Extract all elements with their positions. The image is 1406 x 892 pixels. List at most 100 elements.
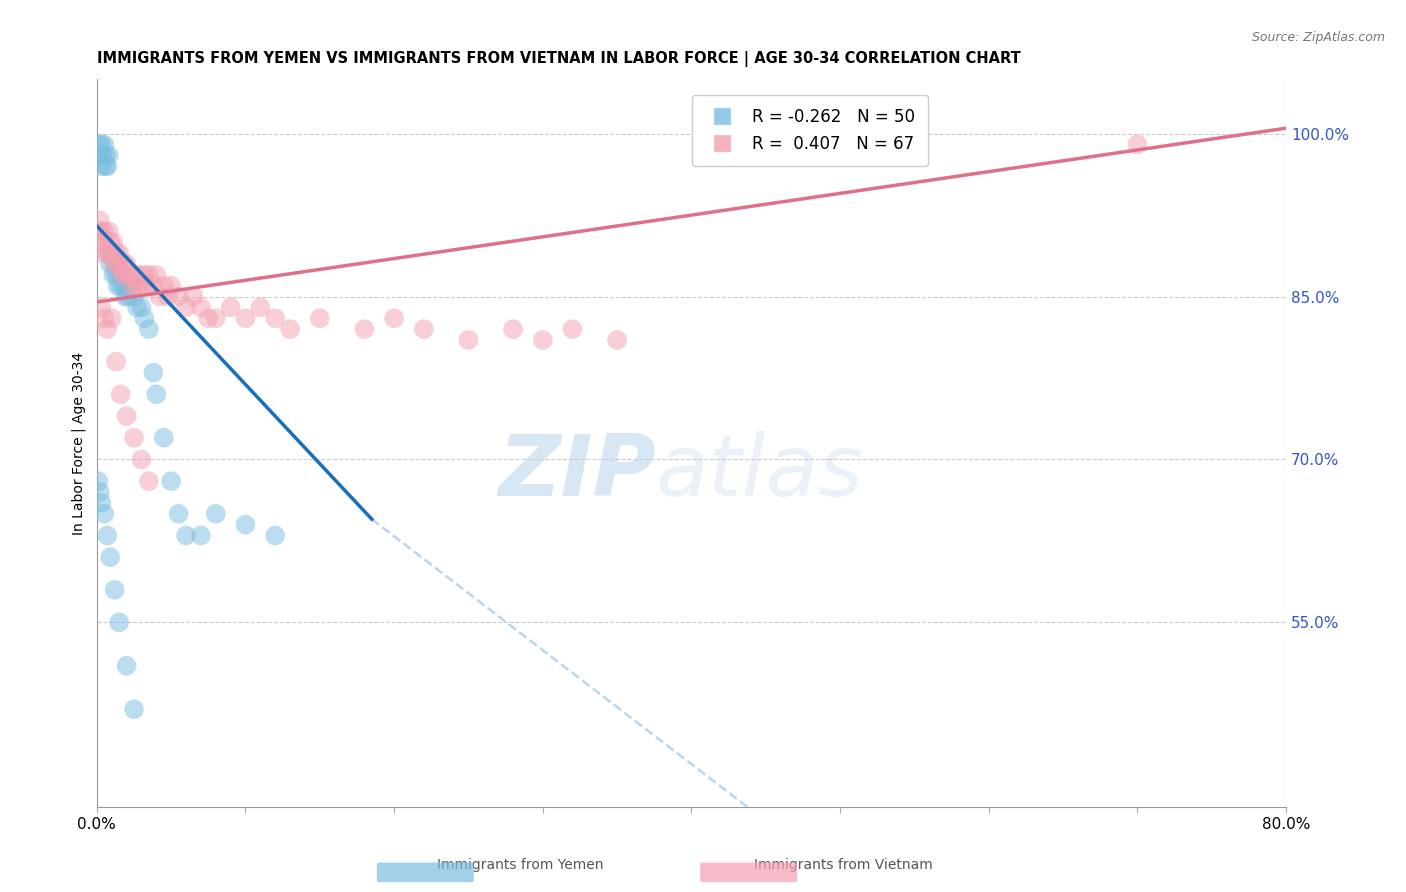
Point	[122, 268, 145, 282]
Point	[121, 278, 143, 293]
Point	[160, 474, 183, 488]
Point	[112, 257, 135, 271]
Point	[183, 289, 205, 303]
Point	[235, 517, 257, 532]
Point	[122, 702, 145, 716]
Point	[89, 213, 111, 227]
Point	[118, 268, 141, 282]
Y-axis label: In Labor Force | Age 30-34: In Labor Force | Age 30-34	[72, 351, 86, 534]
Point	[91, 235, 114, 250]
Point	[264, 311, 287, 326]
Point	[412, 322, 434, 336]
Point	[204, 507, 226, 521]
Point	[111, 268, 134, 282]
Point	[94, 148, 117, 162]
Point	[110, 257, 132, 271]
Point	[87, 224, 110, 238]
Point	[96, 322, 118, 336]
Point	[90, 137, 112, 152]
Point	[108, 615, 131, 630]
Point	[89, 485, 111, 500]
Point	[114, 289, 136, 303]
Point	[131, 452, 153, 467]
Point	[94, 235, 117, 250]
Point	[107, 257, 129, 271]
Point	[457, 333, 479, 347]
Point	[167, 289, 190, 303]
Point	[204, 311, 226, 326]
Point	[1126, 137, 1149, 152]
Point	[108, 268, 131, 282]
Point	[108, 246, 131, 260]
Point	[118, 278, 141, 293]
Point	[145, 387, 167, 401]
Point	[87, 474, 110, 488]
Point	[382, 311, 405, 326]
Point	[131, 278, 153, 293]
Point	[115, 278, 138, 293]
Point	[93, 507, 115, 521]
Point	[105, 246, 128, 260]
Point	[167, 507, 190, 521]
Point	[96, 246, 118, 260]
Point	[138, 268, 160, 282]
Point	[531, 333, 554, 347]
Point	[152, 278, 174, 293]
Point	[93, 137, 115, 152]
Text: IMMIGRANTS FROM YEMEN VS IMMIGRANTS FROM VIETNAM IN LABOR FORCE | AGE 30-34 CORR: IMMIGRANTS FROM YEMEN VS IMMIGRANTS FROM…	[97, 51, 1021, 67]
Point	[104, 582, 127, 597]
Text: Immigrants from Vietnam: Immigrants from Vietnam	[754, 858, 934, 872]
Point	[152, 431, 174, 445]
Point	[93, 311, 115, 326]
Point	[97, 246, 120, 260]
Text: Immigrants from Yemen: Immigrants from Yemen	[437, 858, 603, 872]
Text: Source: ZipAtlas.com: Source: ZipAtlas.com	[1251, 31, 1385, 45]
Point	[100, 246, 122, 260]
Point	[148, 289, 170, 303]
Point	[89, 148, 111, 162]
Point	[278, 322, 301, 336]
Point	[134, 268, 156, 282]
Point	[115, 257, 138, 271]
Point	[142, 366, 165, 380]
Point	[94, 159, 117, 173]
Point	[138, 322, 160, 336]
Point	[174, 528, 197, 542]
Point	[157, 289, 180, 303]
Point	[190, 528, 212, 542]
Point	[174, 301, 197, 315]
Point	[105, 355, 128, 369]
Point	[138, 474, 160, 488]
Point	[97, 224, 120, 238]
Point	[90, 224, 112, 238]
Point	[145, 268, 167, 282]
Point	[90, 301, 112, 315]
Point	[125, 278, 148, 293]
Point	[135, 278, 157, 293]
Point	[561, 322, 583, 336]
Point	[100, 311, 122, 326]
Point	[93, 224, 115, 238]
Point	[249, 301, 271, 315]
Point	[115, 409, 138, 423]
Point	[127, 268, 149, 282]
Point	[104, 257, 127, 271]
Point	[111, 268, 134, 282]
Point	[112, 278, 135, 293]
Point	[87, 137, 110, 152]
Point	[160, 278, 183, 293]
Point	[264, 528, 287, 542]
Point	[131, 301, 153, 315]
Point	[91, 148, 114, 162]
Legend: R = -0.262   N = 50, R =  0.407   N = 67: R = -0.262 N = 50, R = 0.407 N = 67	[692, 95, 928, 166]
Point	[134, 311, 156, 326]
Point	[105, 268, 128, 282]
Point	[90, 496, 112, 510]
Point	[117, 289, 139, 303]
Text: atlas: atlas	[655, 431, 863, 514]
Point	[103, 268, 125, 282]
Point	[98, 257, 121, 271]
Point	[100, 246, 122, 260]
Point	[96, 528, 118, 542]
Point	[142, 278, 165, 293]
